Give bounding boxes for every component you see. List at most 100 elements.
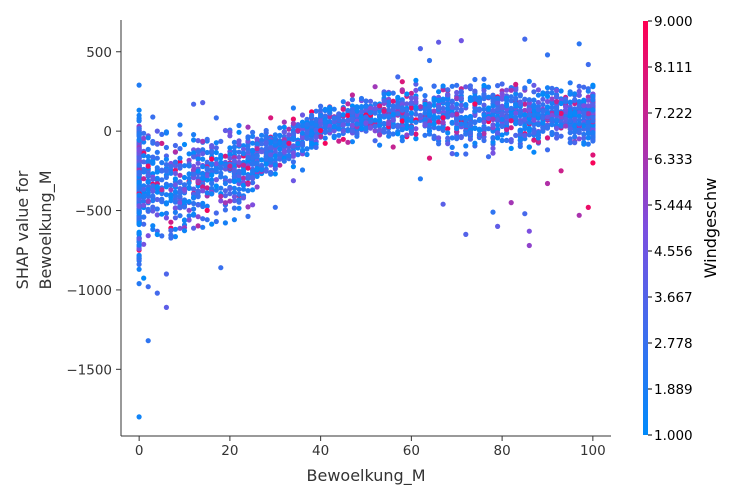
data-point xyxy=(490,117,495,122)
data-point xyxy=(590,107,595,112)
data-point xyxy=(137,126,142,131)
data-point xyxy=(427,128,432,133)
data-point xyxy=(273,136,278,141)
data-point xyxy=(255,166,260,171)
data-point xyxy=(563,108,568,113)
data-point xyxy=(205,166,210,171)
data-point xyxy=(232,198,237,203)
data-point xyxy=(159,233,164,238)
data-point xyxy=(268,170,273,175)
data-point xyxy=(522,126,527,131)
data-point xyxy=(577,121,582,126)
data-point xyxy=(268,115,273,120)
data-point xyxy=(141,203,146,208)
data-point xyxy=(141,187,146,192)
data-point xyxy=(214,115,219,120)
data-point xyxy=(545,94,550,99)
data-point xyxy=(196,223,201,228)
data-point xyxy=(577,99,582,104)
data-point xyxy=(422,133,427,138)
data-point xyxy=(164,305,169,310)
data-point xyxy=(264,140,269,145)
data-point xyxy=(273,153,278,158)
data-point xyxy=(141,194,146,199)
data-point xyxy=(559,88,564,93)
data-point xyxy=(536,93,541,98)
data-point xyxy=(223,193,228,198)
data-point xyxy=(141,131,146,136)
data-point xyxy=(236,155,241,160)
data-point xyxy=(540,92,545,97)
data-point xyxy=(382,108,387,113)
data-point xyxy=(177,226,182,231)
data-point xyxy=(345,113,350,118)
data-point xyxy=(531,112,536,117)
data-point xyxy=(436,119,441,124)
data-point xyxy=(236,150,241,155)
data-point xyxy=(500,132,505,137)
data-point xyxy=(359,126,364,131)
data-point xyxy=(182,228,187,233)
data-point xyxy=(400,127,405,132)
data-point xyxy=(490,135,495,140)
colorbar-tick-label: 6.333 xyxy=(654,152,693,168)
data-point xyxy=(590,102,595,107)
data-point xyxy=(504,120,509,125)
data-point xyxy=(404,119,409,124)
data-point xyxy=(577,104,582,109)
data-point xyxy=(377,143,382,148)
data-point xyxy=(255,141,260,146)
data-point xyxy=(259,167,264,172)
data-point xyxy=(490,122,495,127)
data-point xyxy=(314,109,319,114)
data-point xyxy=(209,222,214,227)
data-point xyxy=(391,131,396,136)
data-point xyxy=(450,151,455,156)
data-point xyxy=(359,96,364,101)
data-point xyxy=(413,132,418,137)
data-point xyxy=(259,157,264,162)
data-point xyxy=(209,173,214,178)
data-point xyxy=(386,99,391,104)
data-point xyxy=(150,205,155,210)
data-point xyxy=(549,86,554,91)
data-point xyxy=(572,129,577,134)
data-point xyxy=(504,114,509,119)
data-point xyxy=(504,98,509,103)
data-point xyxy=(214,150,219,155)
data-point xyxy=(472,120,477,125)
data-point xyxy=(241,187,246,192)
data-point xyxy=(513,115,518,120)
data-point xyxy=(463,84,468,89)
data-point xyxy=(590,138,595,143)
data-point xyxy=(527,97,532,102)
data-point xyxy=(214,219,219,224)
data-point xyxy=(150,183,155,188)
data-point xyxy=(527,229,532,234)
data-point xyxy=(527,243,532,248)
data-point xyxy=(164,192,169,197)
data-point xyxy=(250,155,255,160)
data-point xyxy=(531,130,536,135)
data-point xyxy=(137,185,142,190)
data-point xyxy=(441,97,446,102)
data-point xyxy=(196,161,201,166)
data-point xyxy=(495,122,500,127)
data-point xyxy=(359,104,364,109)
data-point xyxy=(236,123,241,128)
data-point xyxy=(436,135,441,140)
data-point xyxy=(236,170,241,175)
data-point xyxy=(350,97,355,102)
data-point xyxy=(581,98,586,103)
x-tick-label: 80 xyxy=(494,443,511,459)
data-point xyxy=(168,235,173,240)
data-point xyxy=(504,103,509,108)
data-point xyxy=(495,117,500,122)
data-point xyxy=(513,87,518,92)
data-point xyxy=(359,118,364,123)
data-point xyxy=(141,153,146,158)
data-point xyxy=(549,96,554,101)
data-point xyxy=(182,199,187,204)
data-point xyxy=(141,159,146,164)
data-point xyxy=(354,109,359,114)
